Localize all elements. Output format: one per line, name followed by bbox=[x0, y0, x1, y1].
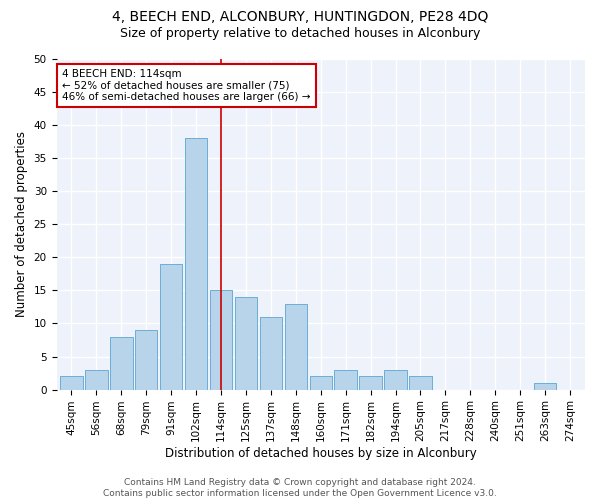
Bar bbox=[110, 336, 133, 390]
Bar bbox=[284, 304, 307, 390]
Bar bbox=[385, 370, 407, 390]
Bar bbox=[534, 383, 556, 390]
Bar bbox=[210, 290, 232, 390]
Text: 4, BEECH END, ALCONBURY, HUNTINGDON, PE28 4DQ: 4, BEECH END, ALCONBURY, HUNTINGDON, PE2… bbox=[112, 10, 488, 24]
Bar bbox=[409, 376, 431, 390]
Bar bbox=[60, 376, 83, 390]
Bar bbox=[185, 138, 208, 390]
Bar bbox=[135, 330, 157, 390]
Text: Size of property relative to detached houses in Alconbury: Size of property relative to detached ho… bbox=[120, 28, 480, 40]
Bar bbox=[334, 370, 357, 390]
Bar bbox=[85, 370, 107, 390]
Bar bbox=[310, 376, 332, 390]
Bar bbox=[260, 317, 282, 390]
Text: 4 BEECH END: 114sqm
← 52% of detached houses are smaller (75)
46% of semi-detach: 4 BEECH END: 114sqm ← 52% of detached ho… bbox=[62, 69, 310, 102]
Bar bbox=[235, 297, 257, 390]
Bar bbox=[160, 264, 182, 390]
X-axis label: Distribution of detached houses by size in Alconbury: Distribution of detached houses by size … bbox=[165, 447, 476, 460]
Text: Contains HM Land Registry data © Crown copyright and database right 2024.
Contai: Contains HM Land Registry data © Crown c… bbox=[103, 478, 497, 498]
Bar bbox=[359, 376, 382, 390]
Y-axis label: Number of detached properties: Number of detached properties bbox=[15, 132, 28, 318]
